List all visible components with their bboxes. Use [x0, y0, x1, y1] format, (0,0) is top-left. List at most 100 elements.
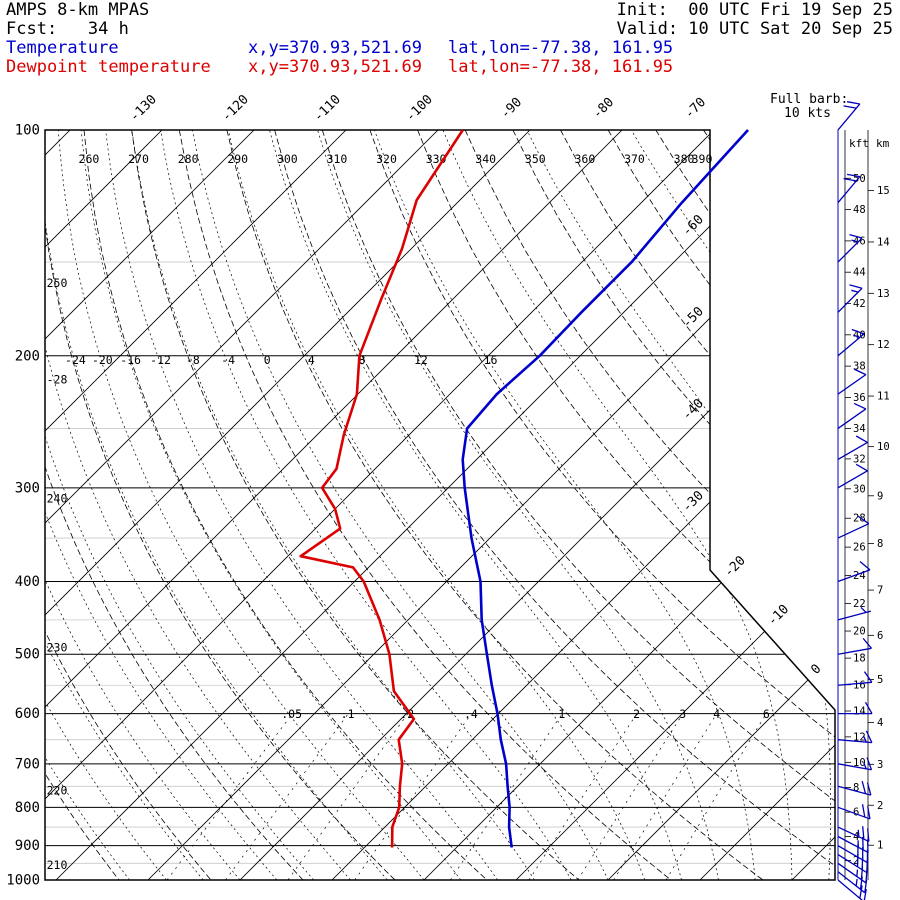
svg-text:15: 15 [877, 185, 890, 197]
svg-text:-16: -16 [120, 353, 141, 367]
svg-text:-8: -8 [186, 353, 200, 367]
pressure-lines [45, 130, 835, 880]
svg-text:11: 11 [877, 391, 890, 403]
svg-text:32: 32 [853, 453, 866, 465]
svg-text:4: 4 [308, 353, 315, 367]
svg-text:36: 36 [853, 392, 866, 404]
svg-text:700: 700 [15, 756, 40, 772]
svg-text:kft: kft [849, 137, 869, 150]
svg-text:800: 800 [15, 800, 40, 816]
svg-text:-30: -30 [680, 488, 707, 515]
dewpoint-curve [299, 129, 464, 848]
valid-time: Valid: 10 UTC Sat 20 Sep 25 [616, 19, 893, 39]
temperature-legend: Temperature [6, 38, 119, 58]
svg-text:200: 200 [15, 348, 40, 364]
svg-text:16: 16 [853, 679, 866, 691]
svg-text:16: 16 [484, 353, 498, 367]
svg-text:300: 300 [277, 152, 298, 166]
svg-text:8: 8 [877, 538, 883, 550]
svg-text:14: 14 [853, 706, 866, 718]
svg-text:-120: -120 [219, 92, 252, 125]
svg-text:-110: -110 [311, 92, 344, 125]
svg-text:-12: -12 [150, 353, 171, 367]
svg-text:6: 6 [877, 630, 883, 642]
svg-text:360: 360 [574, 152, 595, 166]
sounding-curves [299, 129, 749, 848]
svg-text:0: 0 [264, 353, 271, 367]
svg-text:7: 7 [877, 585, 883, 597]
svg-text:6: 6 [763, 707, 770, 721]
svg-text:10: 10 [877, 441, 890, 453]
svg-text:270: 270 [128, 152, 149, 166]
svg-text:4: 4 [877, 717, 883, 729]
init-time: Init: 00 UTC Fri 19 Sep 25 [616, 0, 893, 20]
svg-text:-10: -10 [765, 602, 792, 629]
dry-adiabats [45, 130, 835, 880]
svg-text:12: 12 [853, 731, 866, 743]
svg-text:290: 290 [227, 152, 248, 166]
svg-text:-100: -100 [403, 92, 436, 125]
svg-text:220: 220 [47, 784, 68, 798]
svg-text:28: 28 [853, 513, 866, 525]
svg-text:-80: -80 [590, 95, 617, 122]
svg-text:1: 1 [877, 840, 883, 852]
svg-text:3: 3 [877, 759, 883, 771]
svg-text:380: 380 [674, 152, 695, 166]
svg-text:4: 4 [853, 831, 859, 843]
barb-legend-title: Full barb: [770, 92, 849, 107]
svg-text:310: 310 [327, 152, 348, 166]
svg-text:14: 14 [877, 236, 890, 248]
svg-text:.1: .1 [341, 707, 355, 721]
svg-text:2: 2 [853, 855, 859, 867]
svg-text:8: 8 [358, 353, 365, 367]
svg-text:38: 38 [853, 361, 866, 373]
svg-text:.05: .05 [281, 707, 302, 721]
forecast-hour: Fcst: 34 h [6, 19, 129, 39]
svg-text:320: 320 [376, 152, 397, 166]
svg-text:4: 4 [713, 707, 720, 721]
svg-text:230: 230 [47, 641, 68, 655]
svg-text:-70: -70 [682, 95, 709, 122]
minor-pressure-lines [45, 261, 835, 864]
svg-text:300: 300 [15, 480, 40, 496]
svg-text:48: 48 [853, 204, 866, 216]
isotherms [45, 130, 835, 880]
svg-text:-24: -24 [65, 353, 86, 367]
svg-text:.4: .4 [464, 707, 478, 721]
svg-text:9: 9 [877, 490, 883, 502]
height-scale-labels: kft km24681012141618202224262830323436384… [849, 137, 890, 867]
svg-text:-20: -20 [92, 353, 113, 367]
grid-layers [45, 130, 835, 880]
svg-text:42: 42 [853, 298, 866, 310]
svg-text:5: 5 [877, 674, 883, 686]
svg-text:13: 13 [877, 288, 890, 300]
svg-text:26: 26 [853, 542, 866, 554]
svg-text:210: 210 [47, 858, 68, 872]
svg-text:260: 260 [79, 152, 100, 166]
barb-legend-value: 10 kts [784, 106, 831, 121]
svg-text:240: 240 [47, 492, 68, 506]
svg-text:30: 30 [853, 483, 866, 495]
svg-text:100: 100 [15, 123, 40, 139]
svg-text:-50: -50 [680, 304, 707, 331]
svg-text:-40: -40 [680, 396, 707, 423]
temperature-latlon: lat,lon=-77.38, 161.95 [448, 38, 674, 58]
svg-text:20: 20 [853, 626, 866, 638]
mixing-ratio-lines [166, 713, 767, 880]
svg-text:12: 12 [877, 339, 890, 351]
svg-text:600: 600 [15, 706, 40, 722]
svg-text:500: 500 [15, 647, 40, 663]
dewpoint-xy: x,y=370.93,521.69 [248, 57, 422, 77]
svg-text:-60: -60 [680, 212, 707, 239]
wind-barbs [837, 101, 873, 900]
svg-text:1: 1 [558, 707, 565, 721]
dewpoint-legend: Dewpoint temperature [6, 57, 211, 77]
svg-text:km: km [876, 137, 890, 150]
svg-text:350: 350 [525, 152, 546, 166]
svg-text:40: 40 [853, 329, 866, 341]
svg-text:2: 2 [633, 707, 640, 721]
moist-adiabats [45, 130, 835, 880]
svg-text:18: 18 [853, 653, 866, 665]
